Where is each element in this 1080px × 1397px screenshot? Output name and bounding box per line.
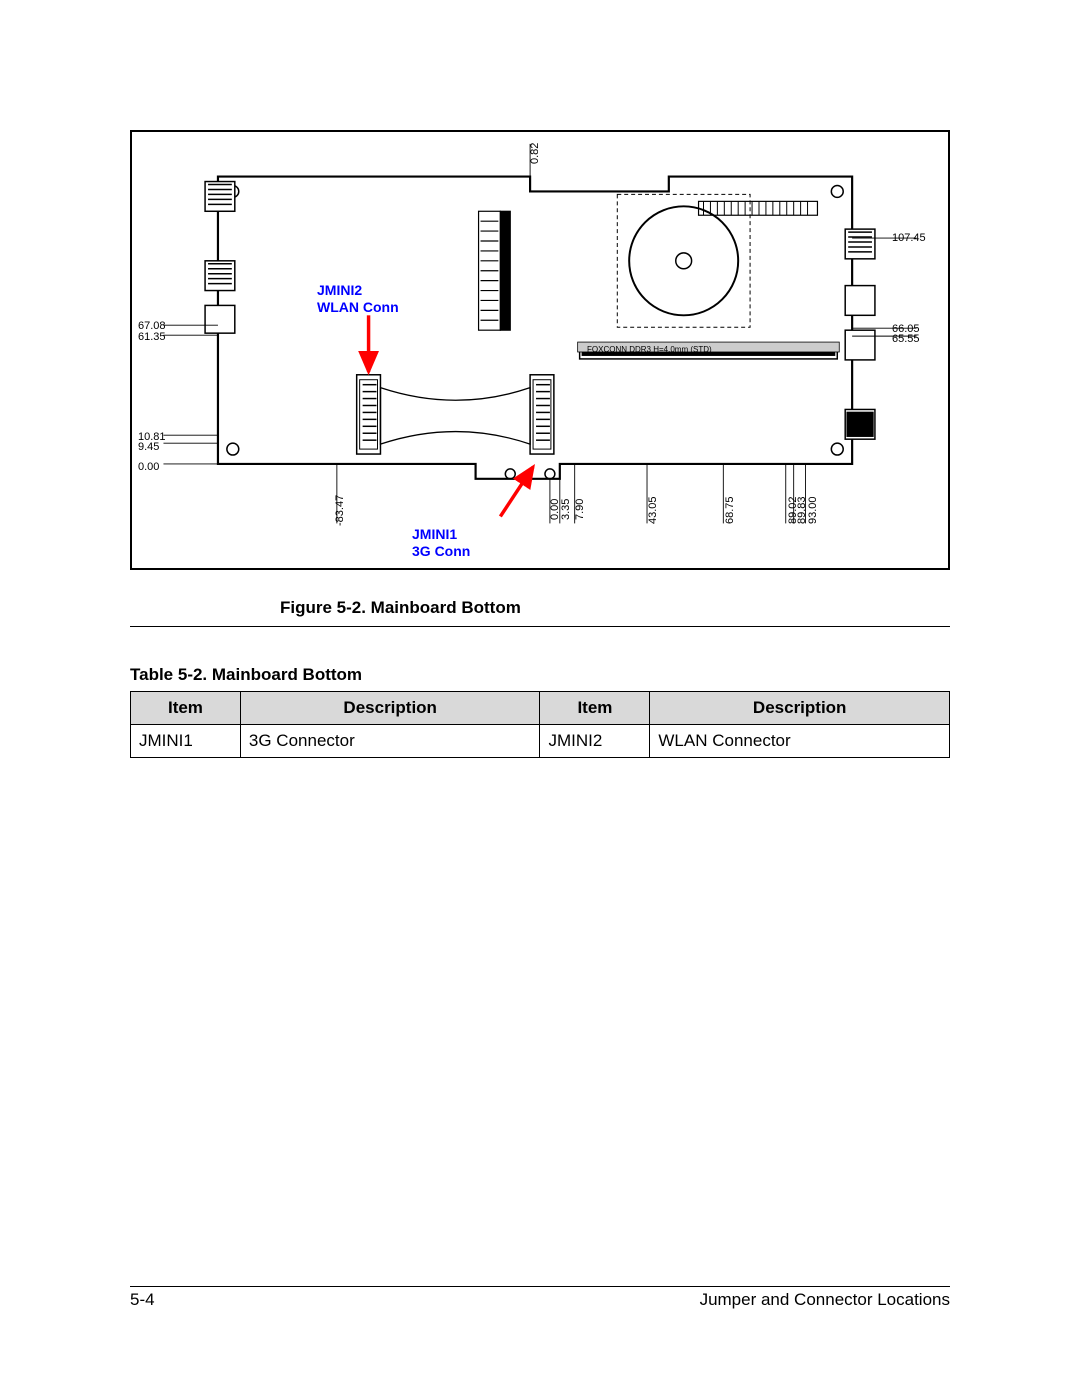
mainboard-figure: JMINI2 WLAN Conn JMINI1 3G Conn 67.08 61… <box>130 130 950 570</box>
dim-right-107-45: 107.45 <box>892 233 926 244</box>
page-footer: 5-4 Jumper and Connector Locations <box>130 1290 950 1310</box>
callout-jmini1-line2: 3G Conn <box>412 543 470 559</box>
figure-separator <box>130 626 950 627</box>
figure-caption: Figure 5-2. Mainboard Bottom <box>130 598 950 618</box>
footer-rule <box>130 1286 950 1287</box>
footer-section-title: Jumper and Connector Locations <box>700 1290 950 1310</box>
footer-page-number: 5-4 <box>130 1290 155 1310</box>
dim-left-0-00: 0.00 <box>138 462 159 473</box>
callout-jmini2-line1: JMINI2 <box>317 282 362 298</box>
mainboard-table: Item Description Item Description JMINI1… <box>130 691 950 758</box>
dim-bot-83-47: -83.47 <box>335 495 346 526</box>
cell-item-1: JMINI1 <box>131 725 241 758</box>
cell-desc-1: 3G Connector <box>240 725 540 758</box>
dim-bot-43-05: 43.05 <box>648 496 659 524</box>
dim-bot-7-90: 7.90 <box>575 499 586 520</box>
callout-jmini1: JMINI1 3G Conn <box>412 526 470 560</box>
callout-jmini2-line2: WLAN Conn <box>317 299 399 315</box>
dim-bot-3-35: 3.35 <box>561 499 572 520</box>
dim-bot-68-75: 68.75 <box>725 496 736 524</box>
callout-jmini1-line1: JMINI1 <box>412 526 457 542</box>
table-caption: Table 5-2. Mainboard Bottom <box>130 665 950 685</box>
cell-desc-2: WLAN Connector <box>650 725 950 758</box>
dim-left-61-35: 61.35 <box>138 332 166 343</box>
callout-jmini2: JMINI2 WLAN Conn <box>317 282 399 316</box>
ddr3-slot-label: FOXCONN DDR3 H=4.0mm (STD) <box>587 345 712 354</box>
table-header-row: Item Description Item Description <box>131 692 950 725</box>
dim-left-9-45: 9.45 <box>138 442 159 453</box>
table-row: JMINI1 3G Connector JMINI2 WLAN Connecto… <box>131 725 950 758</box>
th-desc-2: Description <box>650 692 950 725</box>
mainboard-svg <box>132 132 948 568</box>
th-item-1: Item <box>131 692 241 725</box>
dim-top-0-82: 0.82 <box>530 143 541 164</box>
th-item-2: Item <box>540 692 650 725</box>
dim-right-65-55: 65.55 <box>892 334 920 345</box>
dim-bot-93-00: 93.00 <box>808 496 819 524</box>
cell-item-2: JMINI2 <box>540 725 650 758</box>
th-desc-1: Description <box>240 692 540 725</box>
